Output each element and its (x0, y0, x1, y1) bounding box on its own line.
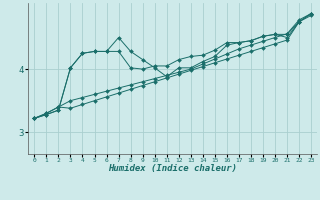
X-axis label: Humidex (Indice chaleur): Humidex (Indice chaleur) (108, 164, 237, 173)
